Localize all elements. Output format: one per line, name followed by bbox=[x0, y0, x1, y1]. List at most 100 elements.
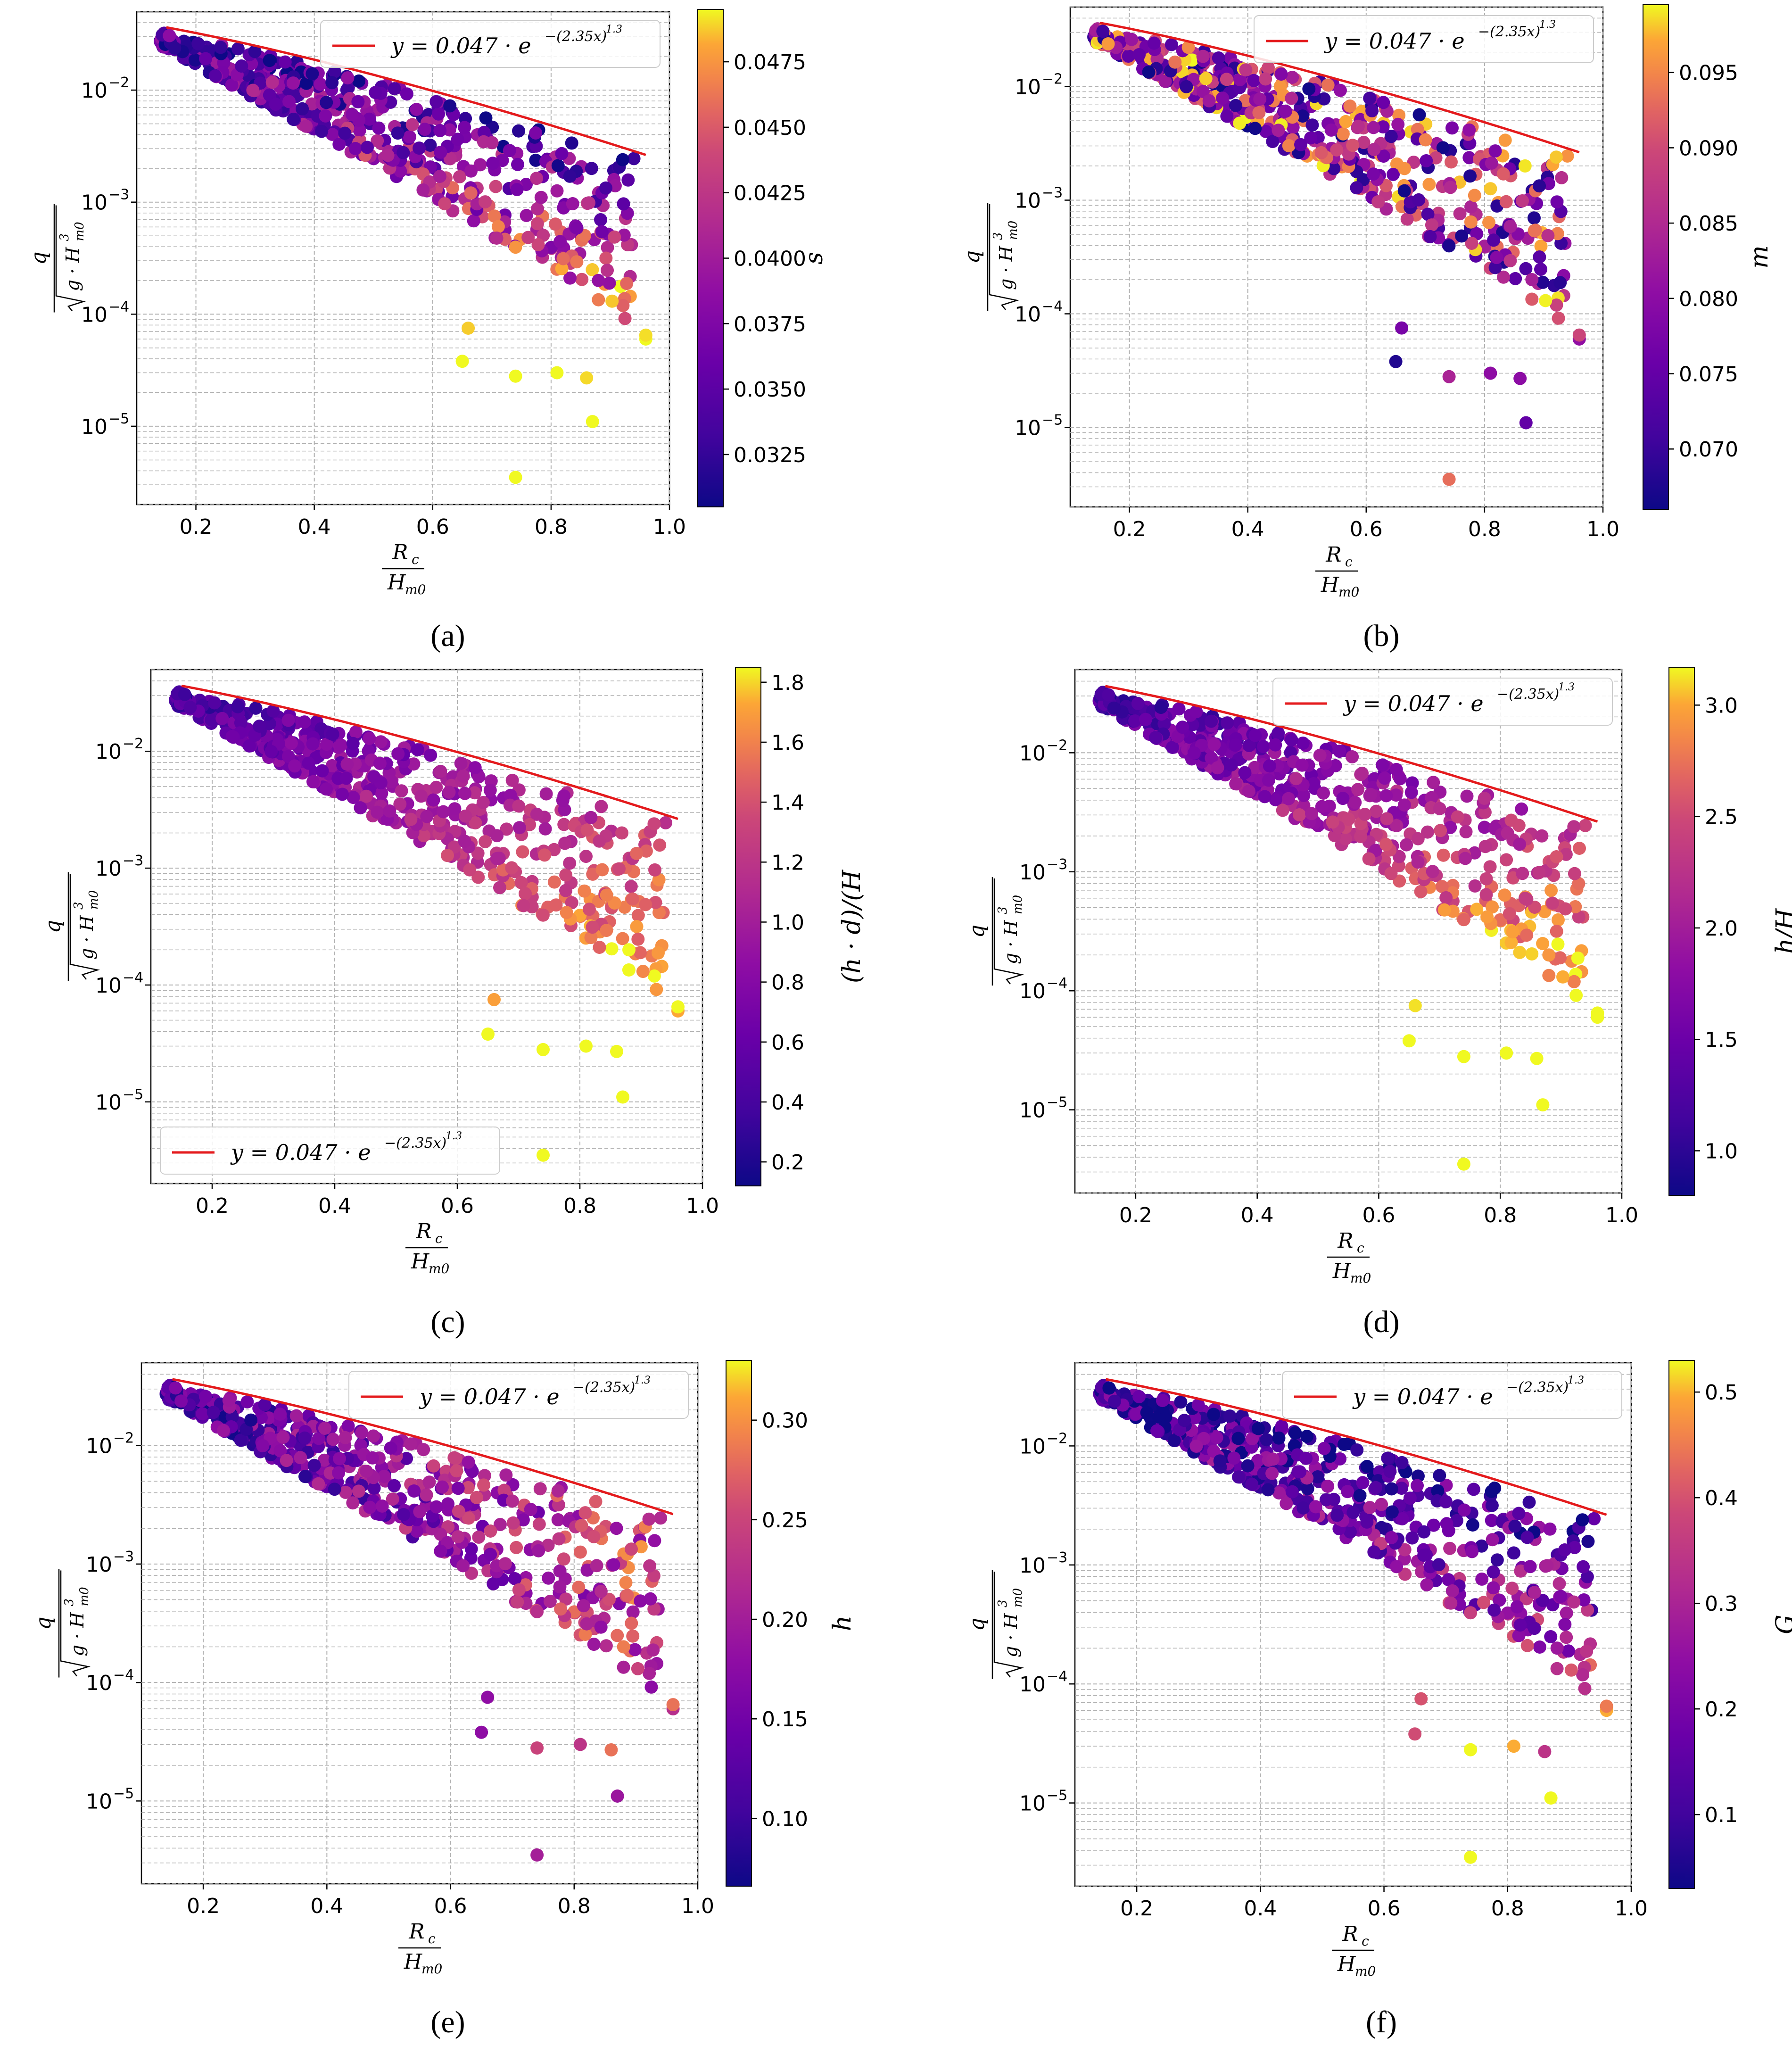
colorbar-label-text: G bbox=[1771, 1615, 1792, 1634]
y-label-denominator-sub: m0 bbox=[87, 890, 101, 910]
data-point bbox=[1544, 1630, 1558, 1643]
data-point bbox=[326, 728, 339, 741]
colorbar-tick-label: 0.0350 bbox=[734, 378, 806, 402]
x-label-numerator: R bbox=[392, 540, 408, 564]
data-point bbox=[1485, 1514, 1498, 1527]
legend-box bbox=[160, 1127, 500, 1175]
data-point bbox=[464, 164, 478, 178]
data-point bbox=[413, 141, 426, 155]
data-point bbox=[388, 1479, 401, 1492]
data-point bbox=[1550, 1641, 1564, 1655]
y-label-numerator: q bbox=[27, 251, 51, 265]
data-point bbox=[487, 209, 501, 223]
data-point bbox=[427, 793, 440, 807]
colorbar-tick-label: 2.5 bbox=[1705, 805, 1738, 829]
data-point bbox=[551, 1484, 565, 1498]
data-point bbox=[1535, 829, 1549, 843]
data-point bbox=[404, 1437, 417, 1451]
data-point bbox=[436, 1480, 449, 1494]
data-point bbox=[563, 271, 577, 285]
data-point bbox=[1518, 159, 1532, 173]
legend-exponent: −(2.35x) bbox=[1506, 1379, 1569, 1396]
data-point bbox=[592, 273, 605, 287]
data-point bbox=[610, 1522, 623, 1535]
data-point bbox=[479, 835, 492, 848]
x-label-denominator-sub: m0 bbox=[405, 582, 426, 597]
data-point bbox=[1176, 721, 1189, 734]
data-point bbox=[1437, 903, 1451, 917]
data-point bbox=[394, 164, 407, 178]
y-label-denominator: g · H bbox=[1000, 1613, 1021, 1657]
y-tick-label: 10 bbox=[81, 303, 107, 327]
x-tick-label: 1.0 bbox=[1586, 517, 1619, 541]
data-point bbox=[1279, 104, 1292, 118]
data-point bbox=[508, 1572, 522, 1585]
colorbar-tick-label: 0.4 bbox=[771, 1091, 804, 1115]
data-point bbox=[1125, 33, 1139, 46]
data-point bbox=[585, 162, 598, 175]
data-point bbox=[586, 263, 599, 276]
data-point bbox=[328, 65, 341, 78]
data-point bbox=[1207, 1408, 1221, 1421]
legend-box bbox=[1282, 1371, 1622, 1419]
data-point bbox=[617, 197, 630, 211]
data-point bbox=[191, 37, 205, 50]
colorbar-tick-label: 0.0375 bbox=[734, 312, 806, 336]
data-point bbox=[550, 184, 564, 198]
data-point bbox=[626, 1605, 640, 1619]
x-tick-label: 0.4 bbox=[1244, 1897, 1277, 1921]
y-tick-label: 10 bbox=[1019, 741, 1046, 765]
data-point bbox=[1207, 737, 1221, 751]
data-point bbox=[491, 220, 505, 233]
data-point bbox=[1248, 729, 1262, 742]
data-point bbox=[1369, 1481, 1382, 1494]
data-point bbox=[643, 1559, 657, 1573]
data-point bbox=[1581, 1535, 1595, 1548]
data-point bbox=[1231, 1432, 1245, 1445]
data-point bbox=[432, 107, 446, 121]
data-point bbox=[1437, 848, 1450, 862]
data-point bbox=[355, 1426, 369, 1440]
y-axis-label: q g · H 3 m0 bbox=[27, 204, 87, 313]
data-point bbox=[472, 1530, 486, 1544]
data-point bbox=[1497, 270, 1510, 284]
data-point bbox=[636, 965, 650, 978]
data-point bbox=[1512, 1507, 1526, 1520]
data-point bbox=[594, 1584, 608, 1598]
data-point bbox=[634, 1540, 648, 1554]
data-point bbox=[536, 908, 550, 922]
data-point bbox=[1483, 860, 1497, 874]
data-point bbox=[653, 838, 667, 852]
data-point bbox=[1202, 94, 1216, 108]
data-point bbox=[1480, 910, 1494, 924]
data-point bbox=[1370, 804, 1383, 818]
data-point bbox=[1569, 988, 1583, 1002]
data-point bbox=[458, 835, 471, 848]
data-point bbox=[296, 102, 309, 116]
data-point bbox=[1256, 740, 1270, 754]
data-point bbox=[341, 1419, 355, 1433]
data-point bbox=[420, 1488, 433, 1502]
data-point bbox=[360, 1465, 373, 1478]
data-point bbox=[1444, 820, 1457, 834]
data-point bbox=[538, 848, 552, 862]
data-point bbox=[1536, 1098, 1550, 1112]
data-point bbox=[652, 946, 665, 960]
data-point bbox=[1286, 121, 1300, 134]
data-point bbox=[1296, 737, 1310, 750]
data-point bbox=[490, 829, 504, 843]
data-point bbox=[559, 1592, 573, 1606]
colorbar-tick-label: 2.0 bbox=[1705, 917, 1738, 941]
y-label-denominator-sup: 3 bbox=[58, 233, 72, 241]
data-point bbox=[265, 75, 279, 89]
data-point bbox=[450, 1464, 463, 1478]
data-point bbox=[1485, 1485, 1498, 1498]
data-point bbox=[1096, 25, 1110, 38]
data-point bbox=[1442, 239, 1456, 253]
data-point bbox=[1337, 1438, 1351, 1451]
data-point bbox=[1542, 948, 1556, 962]
data-point bbox=[1528, 1586, 1541, 1599]
data-point bbox=[1378, 771, 1392, 785]
